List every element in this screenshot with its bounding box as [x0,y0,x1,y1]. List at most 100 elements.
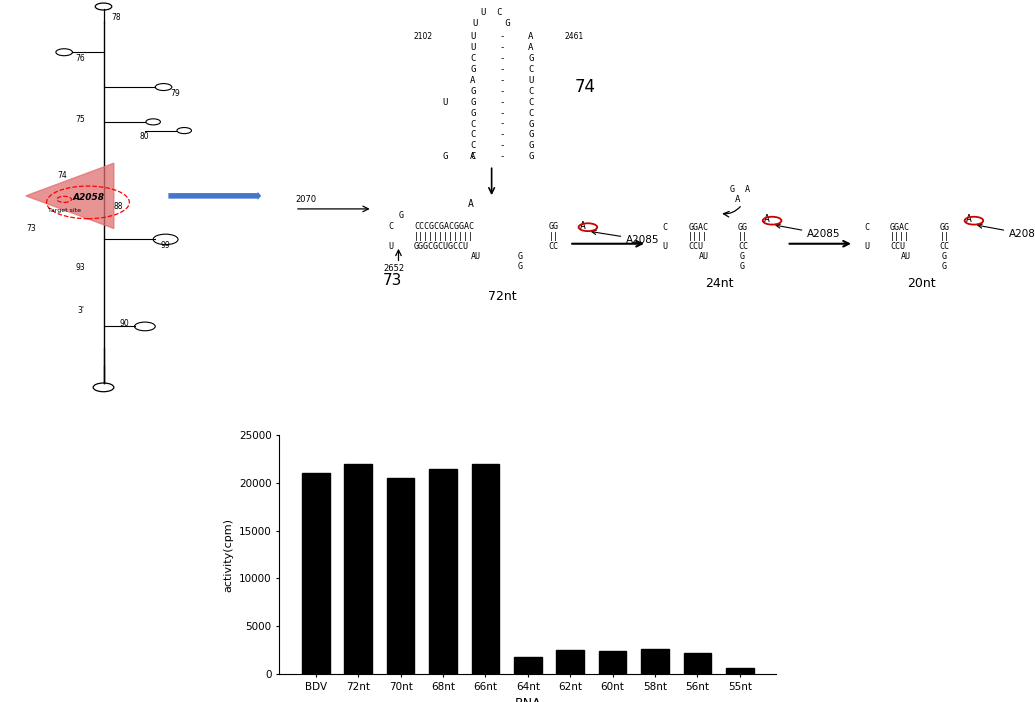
Text: C: C [388,222,393,230]
Text: C: C [528,98,534,107]
Text: -: - [499,109,505,118]
Text: G: G [528,141,534,150]
Text: -: - [499,141,505,150]
Text: 74: 74 [574,78,595,96]
Text: C: C [470,141,476,150]
Text: 2461: 2461 [564,32,584,41]
Text: 74: 74 [57,171,66,180]
Text: A: A [528,32,534,41]
Text: G  A: G A [730,185,749,194]
Text: -: - [499,98,505,107]
Text: A2085: A2085 [592,230,659,245]
X-axis label: RNA: RNA [514,697,541,702]
Text: G: G [442,152,448,161]
Text: CC: CC [738,242,748,251]
Text: 99: 99 [160,241,170,250]
Text: CCCGCGACGGAC: CCCGCGACGGAC [414,222,474,230]
Text: C: C [470,54,476,63]
Text: Target site: Target site [48,208,81,213]
Text: 72nt: 72nt [487,291,516,303]
Text: -: - [499,119,505,128]
Text: C: C [470,119,476,128]
Text: G: G [528,131,534,140]
Text: 24nt: 24nt [705,277,734,290]
Text: U: U [470,32,476,41]
Text: A: A [764,214,770,224]
Text: ||||: |||| [688,232,708,241]
Text: 20nt: 20nt [907,277,936,290]
Text: AU: AU [471,251,481,260]
Text: AU: AU [900,251,911,260]
Text: -: - [499,32,505,41]
Bar [514,657,541,674]
Text: G: G [942,262,947,270]
Bar [472,464,499,674]
Text: C: C [470,131,476,140]
Text: ||: || [738,232,748,241]
Text: G: G [518,251,523,260]
Text: U: U [388,241,393,251]
Text: G: G [470,65,476,74]
Bar [430,469,456,674]
Bar [599,651,626,674]
Bar [684,653,711,674]
Text: G: G [518,262,523,270]
Text: G: G [470,87,476,96]
Text: U: U [528,76,534,85]
Text: 78: 78 [112,13,121,22]
Text: GGAC: GGAC [890,223,910,232]
Text: 2102: 2102 [414,32,433,41]
Text: A: A [470,152,476,161]
Y-axis label: activity(cpm): activity(cpm) [224,517,234,592]
Text: G: G [740,251,745,260]
Text: 75: 75 [76,115,85,124]
Text: -: - [499,65,505,74]
Text: -: - [499,152,505,161]
Text: CCU: CCU [890,242,905,251]
Text: ||||: |||| [890,232,910,241]
Text: C: C [662,223,668,232]
Text: G: G [528,54,534,63]
Text: C: C [864,223,869,232]
Text: AU: AU [699,251,709,260]
Text: GG: GG [738,223,748,232]
Text: 80: 80 [140,132,149,141]
Text: G: G [398,211,404,220]
Text: G: G [470,98,476,107]
Text: 76: 76 [76,54,85,63]
Text: GG: GG [549,222,559,230]
Text: -: - [499,76,505,85]
Text: GGAC: GGAC [688,223,708,232]
Text: GG: GG [940,223,950,232]
Text: 79: 79 [171,88,180,98]
Text: U     G: U G [473,19,510,28]
Text: A2085: A2085 [776,224,840,239]
Text: A: A [580,220,586,230]
Bar [302,473,329,674]
Text: A2058: A2058 [72,193,105,202]
Text: C: C [528,87,534,96]
Text: A2085: A2085 [978,224,1035,239]
Text: C: C [528,65,534,74]
Text: G: G [942,251,947,260]
Text: 73: 73 [383,273,403,288]
Text: G: G [528,152,534,161]
Bar [345,464,372,674]
Text: ||: || [940,232,950,241]
Text: U: U [864,242,869,251]
Text: -: - [499,44,505,53]
Text: ||: || [549,232,559,241]
Bar [727,668,753,674]
Text: 2652: 2652 [383,264,404,272]
Text: CC: CC [549,241,559,251]
Text: GGGCGCUGCCU: GGGCGCUGCCU [414,241,469,251]
Text: 3': 3' [78,306,85,315]
Text: A: A [528,44,534,53]
Text: U: U [662,242,668,251]
Text: 88: 88 [114,202,123,211]
Text: A: A [470,76,476,85]
Text: ||||||||||||: |||||||||||| [414,232,474,241]
Text: 93: 93 [76,263,85,272]
Text: C: C [470,152,476,161]
Text: -: - [499,131,505,140]
